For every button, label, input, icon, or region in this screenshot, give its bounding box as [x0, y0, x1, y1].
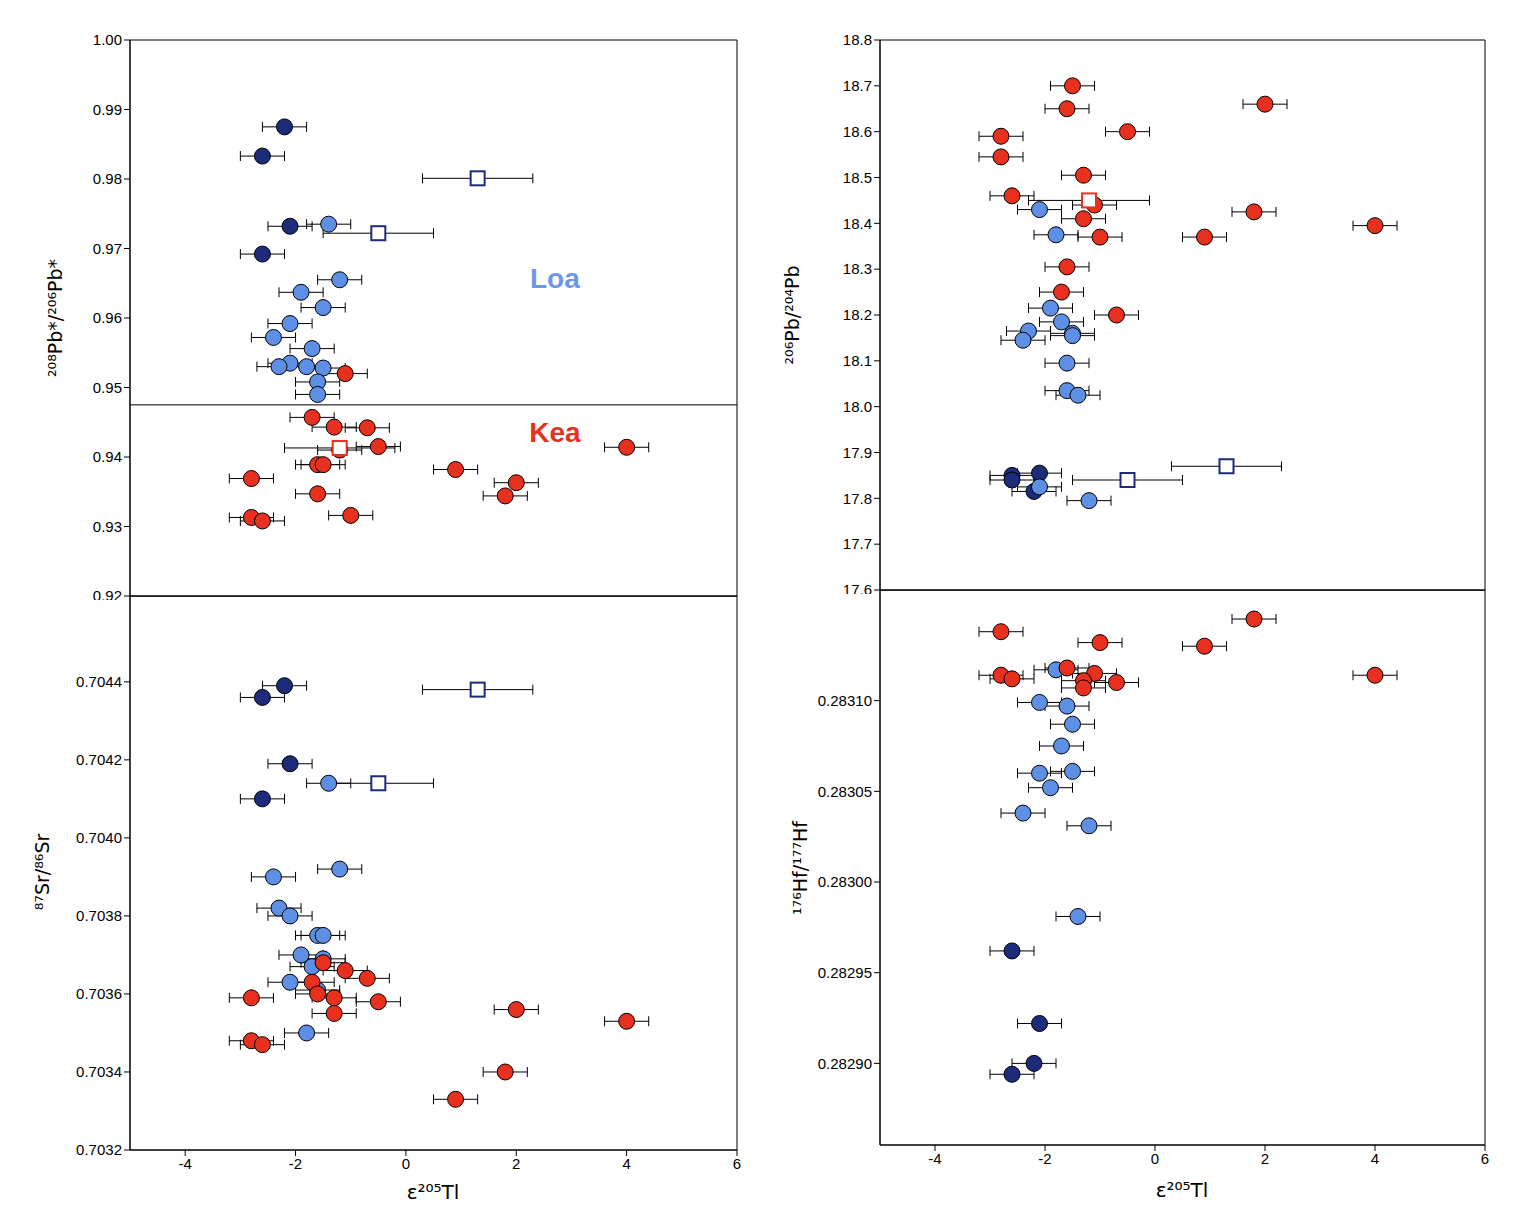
svg-text:0.94: 0.94	[93, 448, 122, 465]
svg-text:4: 4	[1371, 1150, 1379, 1167]
svg-text:17.8: 17.8	[843, 490, 872, 507]
svg-text:18.3: 18.3	[843, 260, 872, 277]
svg-text:1.00: 1.00	[93, 31, 122, 48]
svg-text:0.95: 0.95	[93, 379, 122, 396]
svg-text:0.28300: 0.28300	[818, 873, 872, 890]
svg-text:0.28310: 0.28310	[818, 692, 872, 709]
svg-text:Loa: Loa	[530, 263, 580, 294]
svg-text:0.7042: 0.7042	[76, 751, 122, 768]
svg-text:0.7034: 0.7034	[76, 1063, 122, 1080]
svg-text:18.1: 18.1	[843, 352, 872, 369]
svg-text:0.28295: 0.28295	[818, 964, 872, 981]
svg-text:4: 4	[622, 1155, 630, 1172]
svg-text:-2: -2	[1038, 1150, 1051, 1167]
svg-text:0.97: 0.97	[93, 240, 122, 257]
html-text:¹⁷⁶Hf/¹⁷⁷Hf: ¹⁷⁶Hf/¹⁷⁷Hf	[789, 821, 811, 915]
svg-text:2: 2	[512, 1155, 520, 1172]
svg-text:17.7: 17.7	[843, 535, 872, 552]
svg-text:0.28290: 0.28290	[818, 1055, 872, 1072]
svg-text:0: 0	[402, 1155, 410, 1172]
html-text:⁸⁷Sr/⁸⁶Sr: ⁸⁷Sr/⁸⁶Sr	[31, 833, 53, 911]
svg-text:0: 0	[1151, 1150, 1159, 1167]
html-text:²⁰⁶Pb/²⁰⁴Pb: ²⁰⁶Pb/²⁰⁴Pb	[781, 265, 803, 365]
svg-text:0.7044: 0.7044	[76, 673, 122, 690]
svg-text:0.7038: 0.7038	[76, 907, 122, 924]
svg-text:-2: -2	[289, 1155, 302, 1172]
svg-text:0.98: 0.98	[93, 170, 122, 187]
svg-text:18.4: 18.4	[843, 215, 872, 232]
svg-text:-4: -4	[928, 1150, 941, 1167]
svg-text:17.6: 17.6	[843, 581, 872, 594]
svg-text:18.2: 18.2	[843, 306, 872, 323]
svg-text:18.8: 18.8	[843, 31, 872, 48]
svg-text:0.7032: 0.7032	[76, 1141, 122, 1158]
svg-text:6: 6	[1481, 1150, 1489, 1167]
svg-text:6: 6	[733, 1155, 741, 1172]
html-text:ε²⁰⁵Tl: ε²⁰⁵Tl	[1155, 1178, 1209, 1202]
svg-text:-4: -4	[179, 1155, 192, 1172]
svg-text:18.7: 18.7	[843, 77, 872, 94]
svg-text:0.7036: 0.7036	[76, 985, 122, 1002]
svg-text:18.0: 18.0	[843, 398, 872, 415]
svg-text:18.6: 18.6	[843, 123, 872, 140]
svg-text:Kea: Kea	[529, 417, 581, 448]
svg-text:17.9: 17.9	[843, 444, 872, 461]
svg-text:0.96: 0.96	[93, 309, 122, 326]
svg-text:0.99: 0.99	[93, 101, 122, 118]
svg-text:2: 2	[1261, 1150, 1269, 1167]
html-text:ε²⁰⁵Tl: ε²⁰⁵Tl	[406, 1180, 460, 1204]
svg-text:0.7040: 0.7040	[76, 829, 122, 846]
svg-text:0.93: 0.93	[93, 518, 122, 535]
svg-text:0.28305: 0.28305	[818, 783, 872, 800]
html-text:²⁰⁸Pb*/²⁰⁶Pb*: ²⁰⁸Pb*/²⁰⁶Pb*	[44, 258, 66, 378]
svg-text:0.92: 0.92	[93, 587, 122, 600]
svg-text:18.5: 18.5	[843, 169, 872, 186]
